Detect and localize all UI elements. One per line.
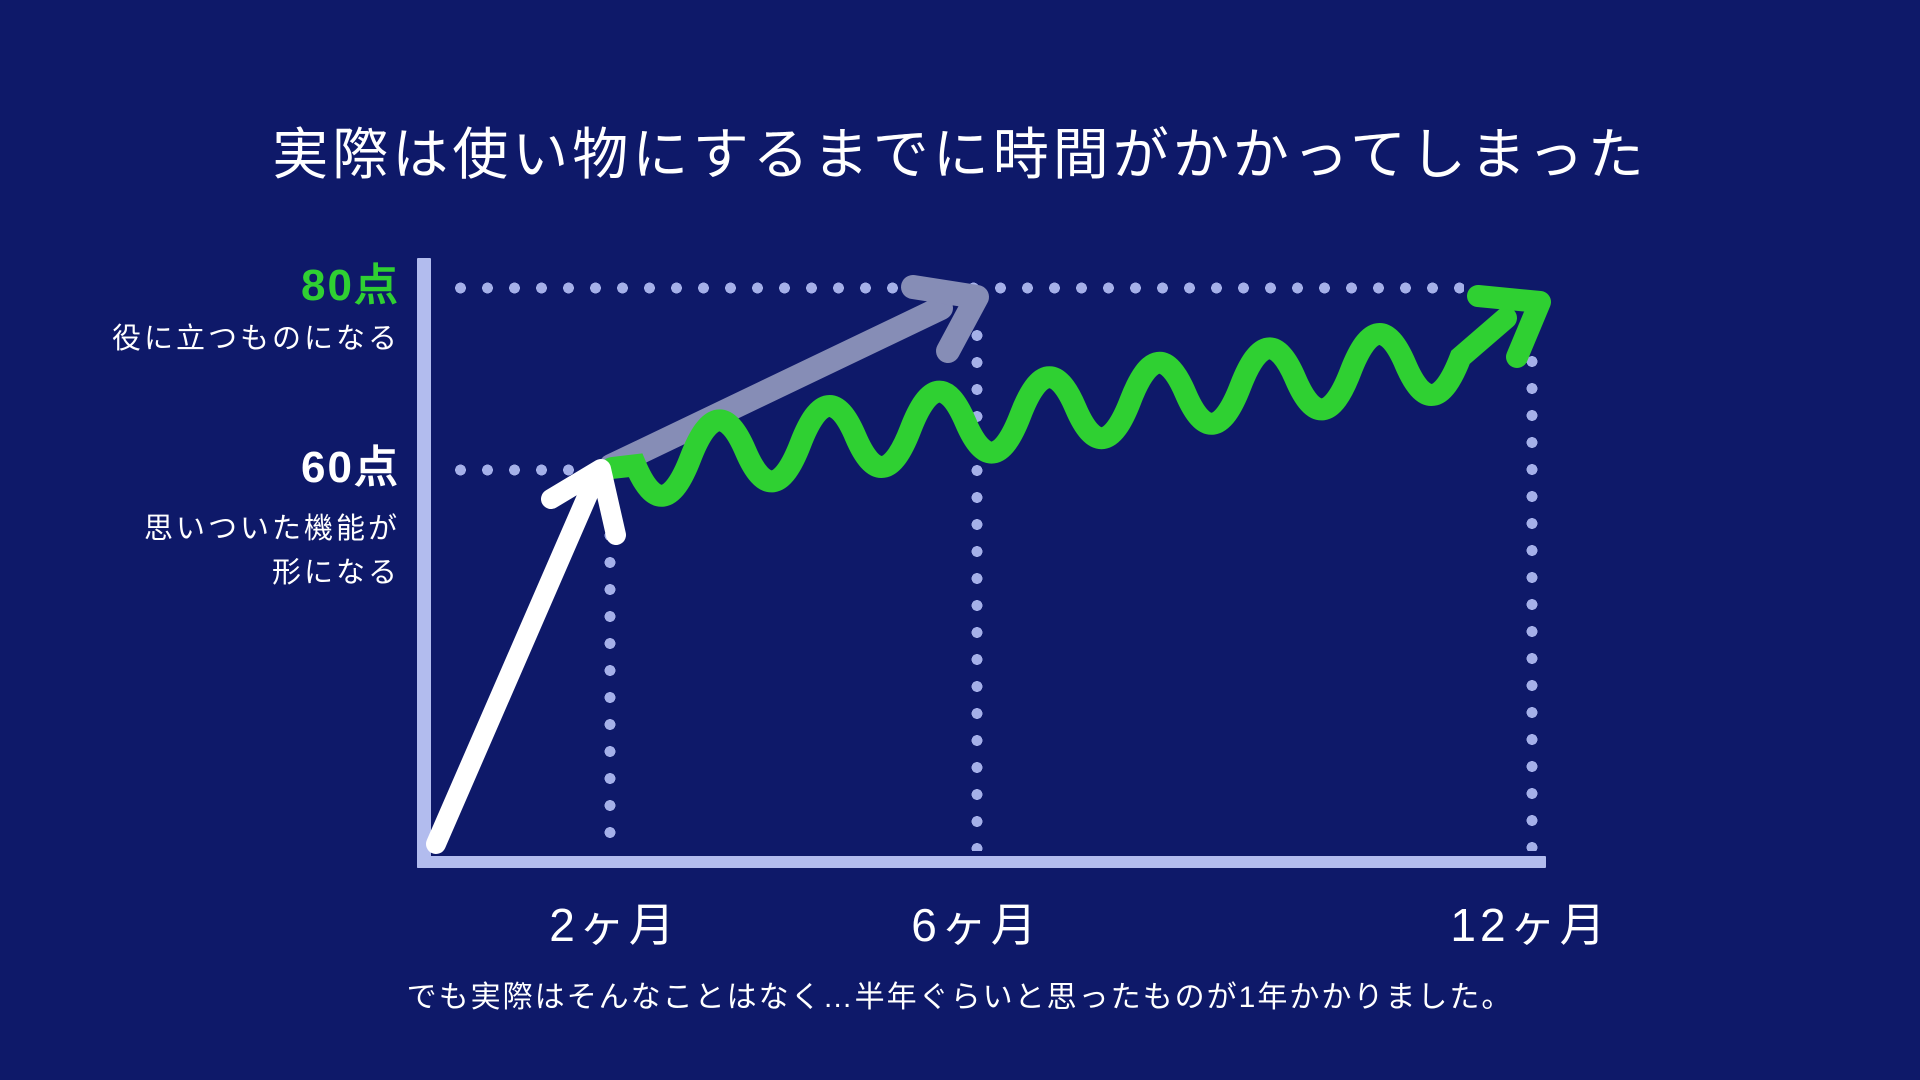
actual-progress-arrow: [601, 285, 1551, 507]
y-label-block-80: 80点 役に立つものになる: [0, 263, 400, 361]
initial-buildup-arrow-shaft: [426, 466, 606, 854]
y-label-80-score: 80点: [301, 261, 400, 310]
slide-title: 実際は使い物にするまでに時間がかかってしまった: [272, 123, 1648, 186]
x-tick-2-months: 2ヶ月: [549, 899, 679, 951]
expected-progress-arrow-head: [901, 275, 989, 363]
y-label-60-desc-line1: 思いついた機能が: [143, 513, 400, 545]
dotted-line-12-months: [1526, 348, 1538, 851]
y-axis-bar: [417, 258, 431, 868]
x-axis-bar: [417, 856, 1546, 868]
actual-progress-arrow-head: [1467, 285, 1551, 368]
initial-buildup-arrow: [426, 459, 626, 854]
y-label-80-desc: 役に立つものになる: [111, 323, 400, 355]
x-tick-12-months: 12ヶ月: [1450, 899, 1610, 951]
y-label-60-desc-line2: 形になる: [271, 557, 400, 589]
expected-progress-arrow-shaft: [599, 296, 953, 478]
expected-progress-arrow: [599, 275, 989, 478]
y-label-60-score: 60点: [301, 443, 400, 492]
y-label-block-60: 60点 思いついた機能が 形になる: [0, 445, 400, 595]
initial-buildup-arrow-head: [541, 459, 626, 545]
dotted-line-score-60: [447, 464, 599, 476]
slide-caption: でも実際はそんなことはなく…半年ぐらいと思ったものが1年かかりました。: [406, 981, 1514, 1014]
actual-progress-arrow-shaft: [601, 307, 1517, 507]
dotted-line-2-months: [604, 495, 616, 851]
x-tick-6-months: 6ヶ月: [911, 899, 1041, 951]
